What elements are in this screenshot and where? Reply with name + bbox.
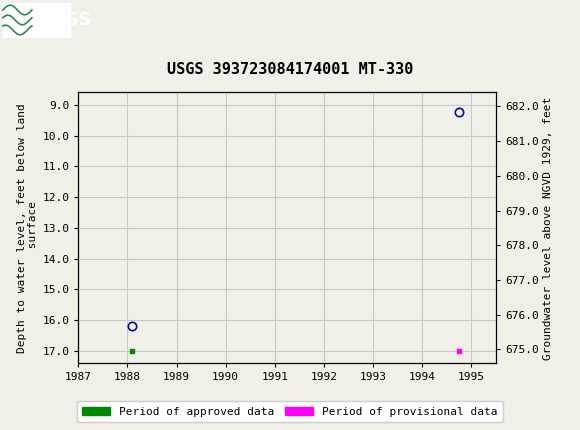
Legend: Period of approved data, Period of provisional data: Period of approved data, Period of provi…	[77, 401, 503, 422]
Y-axis label: Groundwater level above NGVD 1929, feet: Groundwater level above NGVD 1929, feet	[543, 96, 553, 359]
Y-axis label: Depth to water level, feet below land
 surface: Depth to water level, feet below land su…	[16, 103, 38, 353]
Text: USGS 393723084174001 MT-330: USGS 393723084174001 MT-330	[167, 62, 413, 77]
Text: USGS: USGS	[37, 11, 92, 29]
